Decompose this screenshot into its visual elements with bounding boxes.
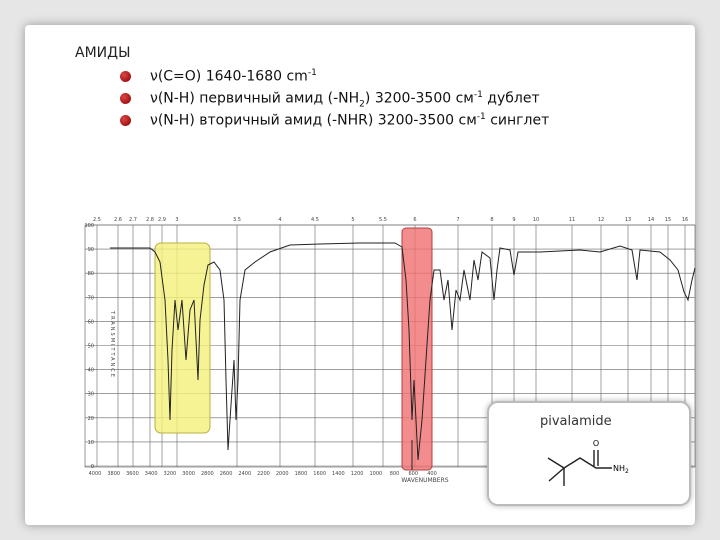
bottom-tick-label: 2000 [276, 471, 289, 477]
top-tick-label: 5 [351, 217, 354, 223]
bottom-tick-label: 800 [390, 471, 400, 477]
top-tick-label: 9 [512, 217, 515, 223]
bottom-tick-label: 1800 [295, 471, 308, 477]
top-tick-label: 16 [682, 217, 688, 223]
top-tick-label: 2.5 [93, 217, 101, 223]
bullet-text: синглет [485, 112, 550, 129]
y-tick-label: 80 [88, 271, 94, 277]
top-tick-label: 13 [625, 217, 631, 223]
highlight-yellow [154, 242, 211, 434]
atom-label-sub: 2 [625, 468, 629, 475]
top-tick-label: 2.7 [129, 217, 137, 223]
inset-box [487, 401, 691, 506]
top-tick-label: 3 [175, 217, 178, 223]
top-tick-label: 12 [598, 217, 604, 223]
top-tick-label: 2.9 [158, 217, 166, 223]
top-tick-label: 7 [456, 217, 459, 223]
bullet-text: ν(C=O) 1640-1680 cm [150, 68, 308, 85]
bullet-text: ν(N-H) вторичный амид (-NHR) 3200-3500 с… [150, 112, 477, 129]
top-tick-label: 5.5 [379, 217, 387, 223]
bond [547, 457, 612, 469]
bullet-dot [120, 115, 131, 126]
y-tick-label: 20 [88, 416, 94, 422]
top-tick-label: 4.5 [311, 217, 319, 223]
bullet-text: ν(N-H) первичный амид (-NH [150, 90, 360, 107]
bottom-tick-label: 1200 [351, 471, 364, 477]
top-tick-label: 11 [569, 217, 575, 223]
y-tick-label: 30 [88, 392, 94, 398]
top-tick-label: 15 [665, 217, 671, 223]
bullet-text: дублет [482, 90, 540, 107]
atom-label-main: NH [613, 464, 625, 473]
top-tick-label: 14 [648, 217, 654, 223]
compound-name: pivalamide [540, 414, 612, 429]
top-tick-label: 8 [490, 217, 493, 223]
top-tick-label: 2.6 [114, 217, 122, 223]
bottom-tick-label: 2200 [257, 471, 270, 477]
bottom-tick-label: 400 [427, 471, 437, 477]
top-tick-label: 4 [278, 217, 281, 223]
slide-title: АМИДЫ [75, 45, 131, 61]
superscript: -1 [476, 112, 486, 122]
bond [548, 467, 565, 482]
y-tick-label: 60 [88, 319, 94, 325]
bottom-tick-label: 3600 [126, 471, 139, 477]
top-tick-label: 3.5 [233, 217, 241, 223]
inset: pivalamide O NH2 [487, 401, 691, 506]
bottom-tick-label: 3200 [164, 471, 177, 477]
y-tick-label: 90 [88, 247, 94, 253]
y-axis-label: TRANSMITTANCE [109, 310, 115, 379]
atom-label: O [593, 439, 599, 448]
bullet-text: ) 3200-3500 см [364, 90, 474, 107]
spectrum-trace [110, 242, 696, 461]
bottom-tick-label: 2800 [201, 471, 214, 477]
y-tick-label: 40 [88, 368, 94, 374]
bullet: ν(N-H) первичный амид (-NH2) 3200-3500 с… [120, 90, 540, 110]
y-tick-label: 0 [91, 464, 94, 470]
bottom-tick-label: 4000 [89, 471, 102, 477]
bullet: ν(N-H) вторичный амид (-NHR) 3200-3500 с… [120, 112, 550, 129]
bullet-dot [120, 71, 131, 82]
x-axis-label: WAVENUMBERS [401, 477, 448, 484]
bottom-tick-label: 1000 [369, 471, 382, 477]
top-tick-label: 10 [533, 217, 539, 223]
bullet: ν(C=O) 1640-1680 cm-1 [120, 68, 317, 85]
bottom-tick-label: 2600 [220, 471, 233, 477]
bottom-tick-label: 1400 [332, 471, 345, 477]
bottom-tick-label: 600 [409, 471, 419, 477]
bottom-tick-label: 2400 [238, 471, 251, 477]
bullet-dot [120, 93, 131, 104]
atom-label: NH2 [613, 464, 629, 475]
y-tick-label: 100 [84, 223, 94, 229]
bottom-tick-label: 3000 [182, 471, 195, 477]
y-tick-label: 10 [88, 440, 94, 446]
subscript: 2 [359, 99, 365, 110]
y-tick-label: 50 [88, 344, 94, 350]
superscript: -1 [473, 90, 483, 100]
bottom-tick-label: 3800 [107, 471, 120, 477]
y-tick-label: 70 [88, 295, 94, 301]
bottom-tick-label: 1600 [313, 471, 326, 477]
bottom-tick-label: 3400 [145, 471, 158, 477]
top-tick-label: 2.8 [146, 217, 154, 223]
top-tick-label: 6 [413, 217, 416, 223]
superscript: -1 [307, 68, 317, 78]
highlight-red [401, 227, 433, 471]
